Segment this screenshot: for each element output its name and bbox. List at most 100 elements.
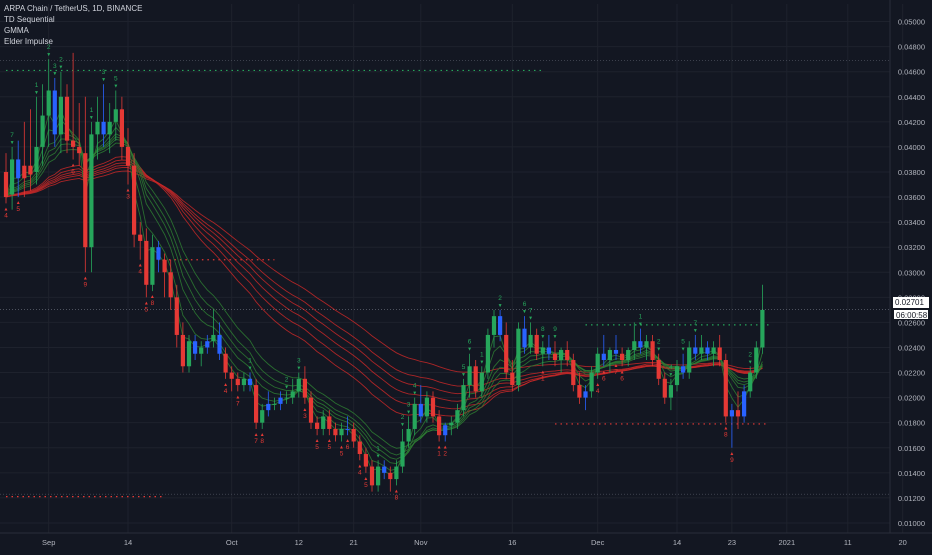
candle-body [34,146,39,172]
legend-study-td-sequential[interactable]: TD Sequential [4,15,55,24]
chart-legend: ARPA Chain / TetherUS, 1D, BINANCE TD Se… [4,3,142,47]
td-up-count: 2 [498,295,502,302]
candle-body [156,247,161,260]
candle [485,328,490,379]
y-tick-label: 0.01000 [898,519,925,528]
candles[interactable] [3,52,765,492]
td-down-count: 4 [138,269,142,276]
candle-body [656,360,661,379]
candle [3,153,9,204]
candle-body [681,366,686,373]
x-tick-label: 14 [673,538,681,547]
td-up-count: 6 [468,339,472,346]
td-down-count: 4 [224,388,228,395]
td-down-count: 2 [443,450,447,457]
candle-body [687,347,692,373]
candle-body [193,341,198,354]
candle-body [162,259,167,273]
td-up-marker: ▼ [681,347,686,353]
legend-study-elder-impulse[interactable]: Elder Impulse [4,37,53,46]
candle-body [46,90,51,116]
candle [498,309,503,342]
candle-body [589,372,594,392]
candle [284,391,289,404]
candle-body [382,466,387,473]
candle [125,128,131,185]
td-up-marker: ▼ [406,409,411,415]
td-down-marker: ▲ [729,451,734,457]
candle-body [174,297,179,335]
candle [186,334,192,373]
td-down-count: 8 [260,438,264,445]
candle [34,96,39,185]
y-tick-label: 0.03400 [898,218,925,227]
td-down-count: 6 [602,375,606,382]
candle [577,372,582,404]
price-axis[interactable]: 0.05000 0.04800 0.04600 0.04400 0.04200 0.040… [898,18,925,528]
candle-body [101,121,106,135]
candle-body [235,378,240,386]
candle [632,322,637,361]
td-down-marker: ▲ [223,382,228,388]
x-tick-label: Sep [42,538,55,547]
candle [58,71,63,154]
candle [705,341,710,361]
candle [144,228,149,298]
candle [260,403,265,429]
candle [40,84,45,166]
candle-body [620,353,625,361]
candle-body [705,347,710,354]
candle [101,84,106,147]
candle-body [77,146,82,154]
candle [333,422,338,442]
legend-study-gmma[interactable]: GMMA [4,26,29,35]
time-axis[interactable]: Sep 14 Oct 12 21 Nov 16 Dec 14 23 2021 11 20 [42,538,907,547]
candle-body [321,416,326,429]
candle [534,328,539,361]
candle-body [3,171,9,198]
x-tick-label: 14 [124,538,132,547]
td-down-marker: ▲ [540,369,545,375]
legend-symbol[interactable]: ARPA Chain / TetherUS, 1D, BINANCE [4,4,143,13]
candle [699,334,704,361]
candle-body [205,341,210,348]
candle-body [119,109,124,147]
candle [388,466,393,492]
candle [247,372,253,392]
candle-body [522,328,527,348]
candle-body [199,347,204,354]
td-down-marker: ▲ [138,263,143,269]
candle-body [150,247,155,285]
candle-body [22,165,27,179]
td-up-marker: ▼ [46,52,51,58]
candle [308,391,314,429]
candle-body [357,441,362,455]
support-resistance-levels [0,60,890,498]
candle [430,391,436,423]
y-tick-label: 0.04800 [898,43,925,52]
y-tick-label: 0.01200 [898,494,925,503]
candle [552,341,558,367]
td-down-count: 5 [340,450,344,457]
candle [22,121,27,198]
td-up-count: 1 [35,82,39,89]
candle-body [290,391,295,398]
candle [357,435,362,461]
candle [455,403,460,429]
td-up-count: 9 [553,326,557,333]
td-down-count: 7 [614,369,618,376]
y-tick-label: 0.01600 [898,444,925,453]
candle-body [437,416,442,436]
candle-body [491,316,497,335]
candle-body [278,397,283,404]
td-up-count: 2 [657,339,661,346]
candle-body [711,347,716,354]
candle [723,353,728,423]
td-up-count: 7 [693,320,697,327]
candle-body [254,385,259,423]
y-tick-label: 0.02000 [898,394,925,403]
td-up-count: 1 [248,358,252,365]
td-up-count: 4 [413,383,417,390]
